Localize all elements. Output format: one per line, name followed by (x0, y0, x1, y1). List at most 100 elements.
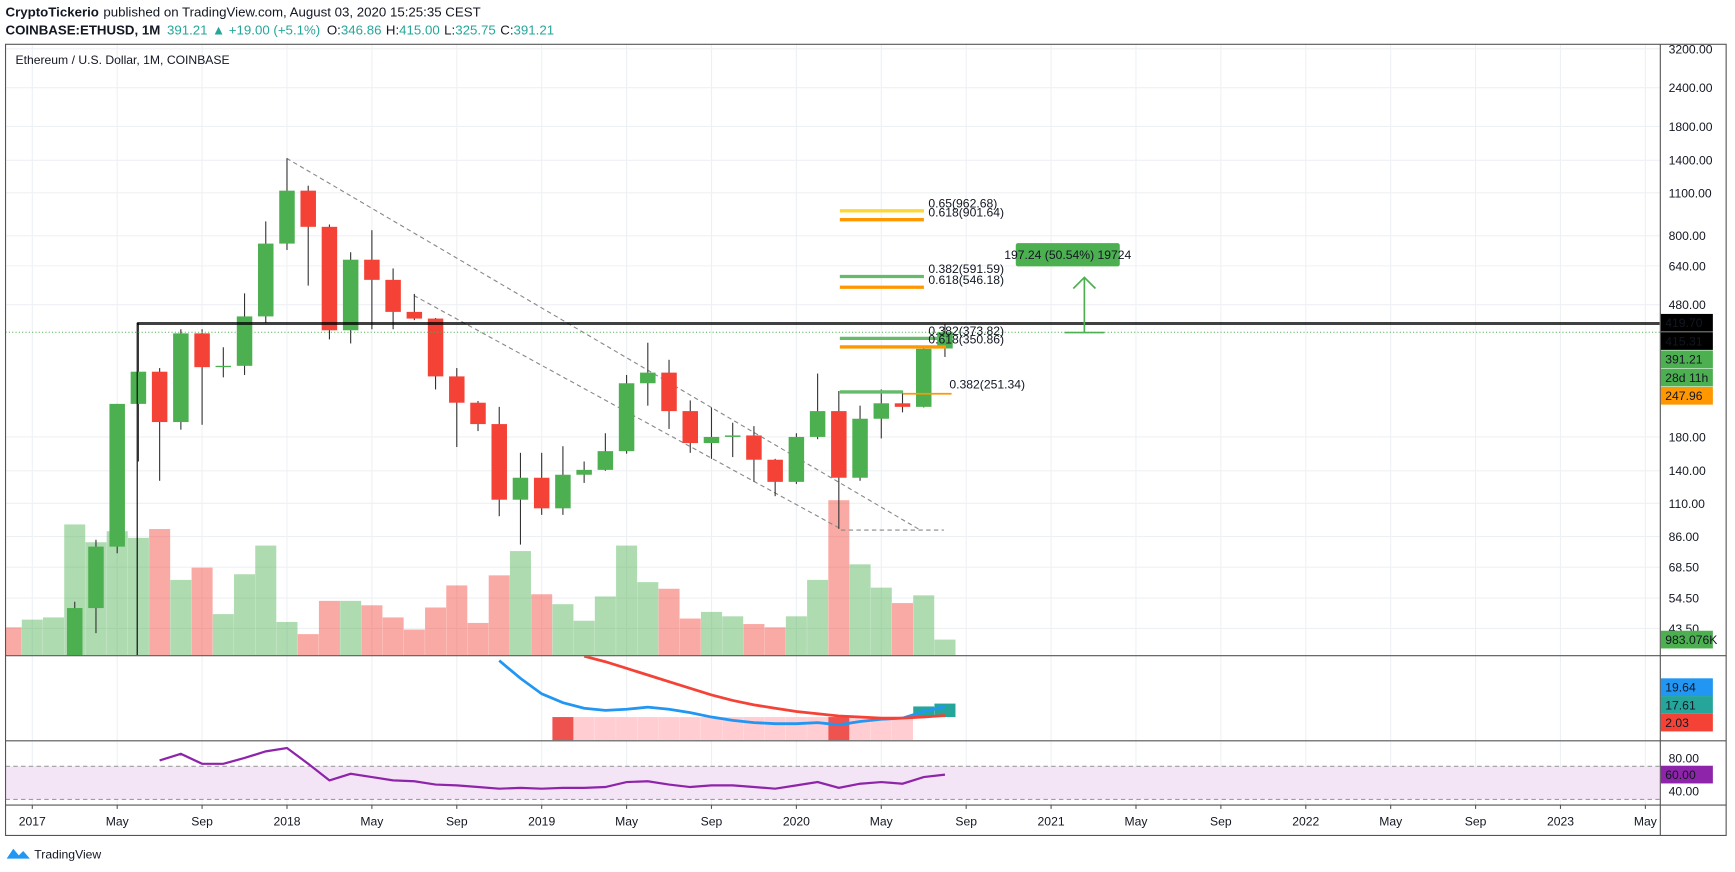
volume-bar (43, 617, 65, 656)
volume-bar (743, 624, 765, 656)
macd-histogram-bar (658, 717, 680, 741)
macd-histogram-bar (807, 717, 829, 741)
volume-bar (785, 616, 807, 656)
fib-label: 0.65(962.68) (928, 197, 997, 211)
macd-histogram-bar (785, 717, 807, 741)
x-tick-label: May (1124, 814, 1148, 828)
price-pane: 0.65(962.68)0.618(901.64)0.382(591.59)0.… (5, 44, 1660, 656)
plot-layers: 0.65(962.68)0.618(901.64)0.382(591.59)0.… (5, 44, 1660, 805)
tradingview-logo: TradingView (6, 848, 101, 862)
macd-histogram-bar (828, 717, 850, 741)
candle-body (894, 403, 911, 407)
x-tick-label: 2023 (1547, 814, 1574, 828)
candle-body (470, 402, 486, 425)
candle-body (831, 411, 847, 478)
price-badge: 391.21 (1665, 353, 1702, 367)
level-badge-bg (1660, 386, 1713, 405)
candle-body (109, 403, 125, 547)
volume-bar (170, 579, 192, 656)
x-tick-label: May (1634, 814, 1658, 828)
macd-histogram-bar (573, 717, 595, 741)
x-tick-label: Sep (955, 814, 977, 828)
macd-histogram-bar (637, 717, 659, 741)
fib-label: 0.618(901.64) (928, 205, 1004, 219)
candle-body (130, 371, 147, 404)
level-badge-bg (1660, 332, 1713, 350)
volume-bar (531, 594, 553, 656)
volume-badge: 983.076K (1665, 633, 1717, 647)
trend-line (286, 157, 919, 530)
x-tick-label: Sep (446, 814, 468, 828)
volume-bar (361, 605, 383, 656)
volume-bar (488, 575, 510, 656)
candle-body (427, 318, 444, 377)
histogram-badge-bg (1660, 713, 1713, 732)
volume-bar (318, 600, 340, 656)
candle-body (618, 383, 635, 452)
measure-label: 197.24 (50.54%) 19724 (1004, 248, 1131, 262)
candle-body (767, 459, 783, 482)
candle-body (576, 469, 592, 475)
y-tick-label: 1400.00 (1669, 154, 1713, 168)
volume-bar (297, 634, 319, 656)
volume-bar (467, 622, 489, 656)
macd-histogram-bar (870, 717, 892, 741)
candle-body (640, 372, 656, 384)
volume-bar (658, 588, 680, 656)
fib-label: 0.382(373.82) (928, 324, 1004, 338)
y-tick-label: 800.00 (1669, 229, 1706, 243)
volume-bar (913, 595, 935, 656)
author: CryptoTickerio (6, 5, 99, 20)
x-tick-label: Sep (701, 814, 723, 828)
rsi-badge: 60.00 (1665, 768, 1696, 782)
volume-bar (637, 582, 659, 656)
y-tick-label: 480.00 (1669, 298, 1706, 312)
x-tick-label: May (615, 814, 639, 828)
ohlc-key: C: (500, 22, 513, 37)
rsi-band (5, 766, 1660, 800)
y-tick-label: 110.00 (1669, 497, 1706, 511)
rsi-tick-label: 40.00 (1669, 785, 1700, 799)
candle-body (385, 279, 401, 312)
ohlc-key: L: (444, 22, 455, 37)
candle-body (406, 311, 423, 319)
signal-badge-bg (1660, 696, 1713, 714)
macd-histogram-bar (722, 717, 744, 741)
candle-body (724, 435, 741, 437)
candle-body (279, 190, 295, 244)
volume-bar (255, 545, 277, 656)
candle-body (173, 333, 189, 423)
candle-body (321, 226, 338, 331)
macd-histogram-bar (616, 717, 638, 741)
volume-bar (21, 619, 43, 656)
countdown-badge: 28d 11h (1665, 371, 1708, 385)
volume-bar (191, 567, 213, 656)
macd-histogram-bar (679, 717, 701, 741)
signal-badge: 17.61 (1665, 698, 1696, 712)
x-tick-label: 2018 (273, 814, 300, 828)
macd-histogram-bar (552, 717, 574, 741)
publish-line: CryptoTickerio published on TradingView.c… (6, 5, 481, 20)
logo-icon (6, 848, 30, 859)
measure-box (1015, 243, 1120, 267)
axes: 3200.00 2400.00 1800.00 1400.00 1100.00 800.0… (19, 42, 1718, 828)
rsi-tick-label: 80.00 (1669, 751, 1700, 765)
y-tick-label: 180.00 (1669, 430, 1706, 444)
volume-bar (700, 611, 722, 656)
y-tick-label: 640.00 (1669, 259, 1706, 273)
candle-body (512, 477, 529, 500)
price-badge-bg (1660, 350, 1713, 369)
ohlc-key: H: (386, 22, 399, 37)
candle-body (809, 411, 826, 437)
rsi-badge-bg (1660, 765, 1713, 784)
rsi-line (159, 746, 946, 790)
volume-bar (594, 596, 616, 656)
candle-body (661, 372, 677, 412)
symbol-line: COINBASE:ETHUSD, 1M 391.21 ▲ +19.00 (+5.1%… (6, 22, 555, 37)
candle-body (852, 418, 868, 478)
volume-bar (5, 627, 22, 656)
candle-body (703, 436, 720, 444)
candle-body (88, 546, 104, 609)
y-tick-label: 2400.00 (1669, 81, 1713, 95)
